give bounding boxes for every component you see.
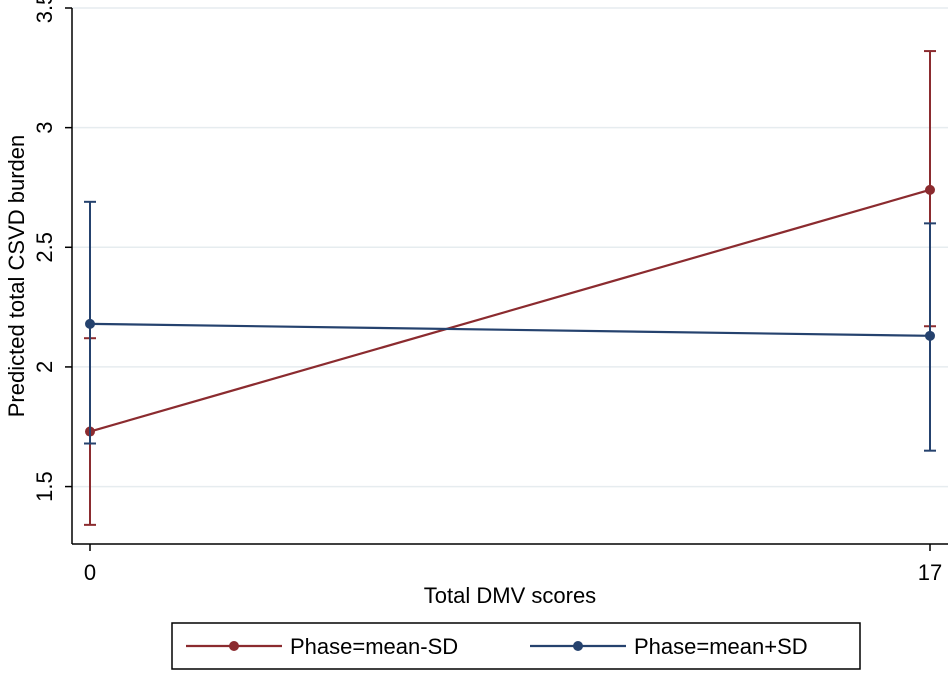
x-axis-label: Total DMV scores <box>424 583 596 608</box>
legend-label-1: Phase=mean+SD <box>634 634 808 659</box>
series-line-1 <box>89 322 931 337</box>
legend-swatch-marker-1 <box>573 641 583 651</box>
y-axis-label: Predicted total CSVD burden <box>4 135 29 418</box>
y-tick-label: 2 <box>32 361 57 373</box>
y-tick-label: 2.5 <box>32 232 57 263</box>
legend-swatch-marker-0 <box>229 641 239 651</box>
x-tick-label: 0 <box>84 560 96 585</box>
data-point-1-0 <box>85 318 95 329</box>
y-tick-label: 1.5 <box>32 471 57 502</box>
legend-box <box>171 622 861 670</box>
data-point-0-1 <box>925 184 935 195</box>
labels-layer: Total DMV scores Predicted total CSVD bu… <box>4 0 942 608</box>
axes-layer <box>65 7 948 551</box>
legend-label-0: Phase=mean-SD <box>290 634 458 659</box>
series-layer <box>84 50 936 526</box>
series-line-0 <box>89 188 931 433</box>
y-tick-label: 3 <box>32 122 57 134</box>
grid-layer <box>72 7 948 488</box>
x-tick-label: 17 <box>918 560 942 585</box>
y-tick-label: 3.5 <box>32 0 57 23</box>
data-point-1-1 <box>925 330 935 341</box>
legend: Phase=mean-SD Phase=mean+SD <box>171 622 861 670</box>
